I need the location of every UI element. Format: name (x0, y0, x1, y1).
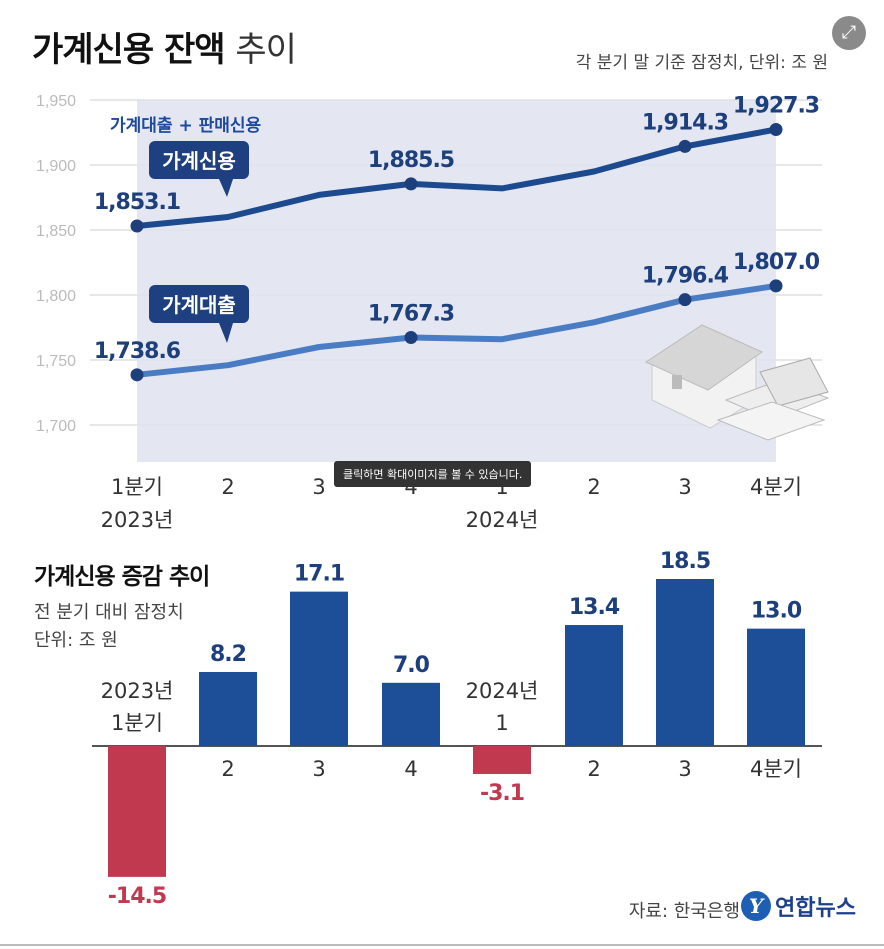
x-tick-label: 1 (495, 711, 508, 735)
bar-value-label: -14.5 (108, 884, 166, 909)
bar-value-label: 13.0 (751, 599, 802, 624)
bar-chart-subtitle: 전 분기 대비 잠정치 (34, 602, 184, 623)
bar (290, 591, 348, 746)
brand-logo-icon: Y (741, 891, 772, 921)
x-tick-label: 3 (312, 757, 325, 781)
data-point (678, 139, 692, 153)
data-point (678, 293, 692, 307)
bar-value-label: 8.2 (210, 642, 246, 667)
series-tag-box (149, 141, 249, 179)
banknote (759, 357, 829, 407)
data-label: 1,885.5 (368, 148, 454, 173)
data-point (769, 279, 783, 293)
y-tick-label: 1,950 (36, 93, 76, 110)
chart-title: 가계신용 잔액 추이 (32, 22, 297, 71)
series-tag-box (149, 285, 249, 323)
data-label: 1,927.3 (733, 94, 819, 119)
bar (382, 682, 440, 746)
data-point (404, 177, 418, 191)
y-tick-label: 1,750 (36, 353, 76, 370)
bar-value-label: 17.1 (294, 562, 344, 587)
title-light: 추이 (235, 30, 297, 70)
banknote-stack (716, 401, 826, 441)
series-name: 가계대출 (162, 293, 236, 317)
bar (473, 746, 531, 774)
brand-logo: Y 연합뉴스 (741, 890, 856, 922)
bar (565, 625, 623, 746)
x-tick-label: 1분기 (111, 475, 163, 499)
data-label: 1,738.6 (94, 339, 181, 364)
x-tick-label: 2 (587, 757, 600, 781)
bar-value-label: 18.5 (660, 549, 710, 574)
series-line-loans (136, 282, 777, 378)
source-note: 자료: 한국은행 (628, 901, 740, 922)
x-tick-label: 4분기 (750, 475, 802, 499)
y-tick-label: 1,800 (36, 288, 76, 305)
title-bold: 가계신용 잔액 (32, 30, 226, 70)
bar-value-label: 7.0 (393, 653, 430, 678)
x-tick-label: 4 (404, 757, 417, 781)
zoom-tooltip: 클릭하면 확대이미지를 볼 수 있습니다. (334, 461, 532, 487)
house-roof (644, 324, 764, 391)
data-point (404, 331, 418, 345)
series-name: 가계신용 (162, 149, 236, 173)
house-window (672, 375, 682, 389)
data-label: 1,796.4 (642, 264, 729, 289)
y-tick-label: 1,900 (36, 158, 76, 175)
data-label: 1,807.0 (733, 250, 820, 275)
bar (199, 671, 257, 746)
series-tag-credit: 가계신용 (149, 141, 249, 197)
data-point (769, 123, 783, 137)
series-tag-loans: 가계대출 (149, 285, 249, 343)
bar (656, 579, 714, 746)
bottom-divider (0, 944, 884, 946)
data-label: 1,914.3 (642, 110, 728, 135)
brand-name: 연합뉴스 (775, 896, 856, 921)
bar (747, 628, 805, 746)
line-chart-subtitle: 가계대출 + 판매신용 (110, 116, 262, 136)
bar-value-label: -3.1 (480, 781, 524, 806)
series-line-credit (136, 126, 777, 229)
bar (108, 746, 166, 877)
x-tick-label: 1분기 (111, 711, 163, 735)
series-tag-pointer (219, 179, 233, 197)
x-tick-label: 3 (678, 475, 691, 499)
bar-chart-title: 가계신용 증감 추이 (34, 564, 210, 590)
series-tag-pointer (219, 323, 233, 343)
x-tick-label: 3 (312, 475, 325, 499)
x-tick-label: 4분기 (750, 757, 802, 781)
y-tick-label: 1,850 (36, 223, 76, 240)
x-tick-label: 2 (221, 757, 234, 781)
expand-arrows-icon[interactable]: ⤢ (832, 16, 866, 50)
data-label: 1,853.1 (94, 190, 180, 215)
x-tick-label: 2 (587, 475, 600, 499)
unit-note: 각 분기 말 기준 잠정치, 단위: 조 원 (575, 53, 828, 73)
year-label: 2023년 (101, 679, 174, 703)
bar-value-label: 13.4 (569, 595, 620, 620)
year-label: 2024년 (466, 679, 539, 703)
y-tick-label: 1,700 (36, 418, 76, 435)
data-label: 1,767.3 (368, 302, 454, 327)
x-tick-label: 2 (221, 475, 234, 499)
data-point (130, 368, 144, 382)
year-label: 2023년 (101, 508, 174, 532)
year-label: 2024년 (466, 508, 539, 532)
data-point (130, 219, 144, 233)
bar-chart-unit: 단위: 조 원 (34, 630, 118, 651)
house-money-illustration (644, 324, 830, 441)
x-tick-label: 3 (678, 757, 691, 781)
